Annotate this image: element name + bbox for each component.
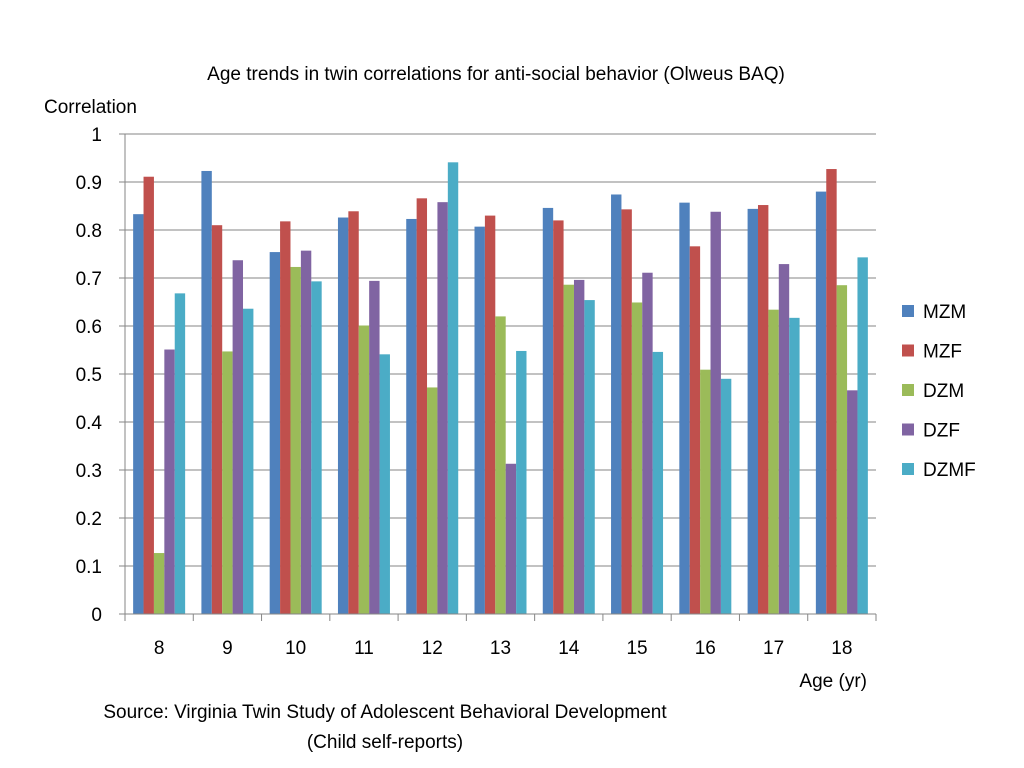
bar-mzm-11 (337, 217, 349, 614)
bar-dzm-8 (153, 553, 165, 614)
bar-dzm-15 (631, 302, 643, 614)
legend-label-mzf: MZF (923, 342, 962, 363)
bar-dzf-9 (232, 260, 244, 614)
y-tick-label: 0.4 (76, 413, 103, 434)
bar-mzm-10 (269, 252, 281, 614)
y-tick-label: 0 (91, 605, 102, 626)
y-tick-label: 0.8 (76, 221, 102, 242)
bar-mzf-15 (621, 209, 632, 615)
bar-mzf-8 (143, 176, 154, 614)
bar-dzmf-13 (516, 350, 527, 614)
x-tick-label: 12 (422, 638, 443, 659)
y-axis-label: Correlation (44, 97, 137, 118)
bar-mzm-17 (747, 208, 758, 614)
bar-dzm-18 (836, 285, 848, 614)
legend-swatch-mzm (902, 305, 914, 317)
bar-dzm-11 (358, 325, 370, 614)
y-tick-label: 1 (91, 125, 102, 146)
bar-mzf-10 (280, 221, 291, 615)
legend-label-mzm: MZM (923, 302, 966, 323)
source-line-1: Source: Virginia Twin Study of Adolescen… (103, 702, 667, 723)
bar-dzf-16 (710, 211, 721, 614)
bar-dzf-17 (778, 264, 790, 614)
bar-mzm-14 (542, 207, 554, 615)
legend-swatch-mzf (902, 344, 914, 357)
x-tick-label: 15 (626, 638, 647, 659)
bar-mzf-12 (416, 198, 428, 614)
bar-dzmf-16 (720, 378, 732, 614)
bar-mzf-14 (553, 220, 564, 614)
bar-mzm-9 (201, 170, 212, 614)
bar-dzmf-9 (243, 308, 254, 614)
y-tick-label: 0.9 (76, 173, 102, 194)
bar-dzf-15 (642, 272, 653, 614)
bar-dzmf-12 (447, 162, 459, 614)
x-tick-labels: 8 9 10 11 12 13 14 15 16 17 18 (154, 638, 853, 659)
bar-dzmf-17 (789, 317, 800, 614)
legend-swatch-dzm (902, 384, 914, 396)
bar-dzf-11 (369, 280, 380, 614)
bar-dzf-10 (300, 250, 312, 614)
bar-mzf-18 (826, 169, 837, 615)
x-tick-label: 9 (222, 638, 233, 659)
x-tick-label: 13 (490, 638, 511, 659)
legend-swatch-dzf (902, 423, 914, 436)
y-tick-label: 0.1 (76, 557, 102, 578)
bar-dzmf-10 (311, 281, 322, 614)
y-tick-label: 0.5 (76, 365, 102, 386)
x-tick-label: 16 (695, 638, 716, 659)
bar-dzf-18 (847, 390, 858, 614)
y-tick-label: 0.3 (76, 461, 102, 482)
bar-dzm-10 (290, 266, 301, 614)
y-tick-label: 0.7 (76, 269, 102, 290)
bar-mzm-18 (815, 191, 827, 614)
bar-dzm-17 (768, 309, 779, 614)
bar-dzmf-11 (379, 354, 390, 614)
legend: MZM MZF DZM DZF DZMF (902, 302, 976, 481)
bar-dzmf-18 (857, 257, 868, 614)
bar-dzm-13 (495, 316, 506, 614)
bar-mzm-8 (133, 214, 144, 614)
y-tick-label: 0.2 (76, 509, 102, 530)
chart-title: Age trends in twin correlations for anti… (207, 64, 785, 85)
source-line-2: (Child self-reports) (306, 732, 464, 753)
bar-mzm-13 (474, 226, 485, 614)
bar-mzm-12 (406, 218, 417, 614)
legend-label-dzf: DZF (923, 421, 960, 442)
y-tick-labels: 0 0.1 0.2 0.3 0.4 0.5 0.6 0.7 0.8 0.9 1 (76, 125, 103, 626)
bar-mzf-16 (689, 246, 701, 614)
bar-dzf-13 (505, 463, 517, 614)
bar-mzm-16 (679, 202, 690, 614)
bar-dzm-16 (700, 369, 711, 614)
bar-mzf-13 (484, 215, 496, 614)
bar-dzf-8 (164, 349, 175, 614)
x-tick-label: 18 (831, 638, 852, 659)
bar-dzmf-15 (652, 351, 664, 614)
y-tick-label: 0.6 (76, 317, 102, 338)
bar-dzm-12 (427, 387, 438, 614)
bar-dzm-14 (563, 284, 574, 614)
x-tick-label: 11 (354, 638, 374, 659)
legend-label-dzmf: DZMF (923, 460, 976, 481)
bar-mzf-11 (348, 211, 359, 614)
bar-mzm-15 (611, 194, 622, 615)
bar-mzf-17 (757, 205, 769, 615)
axes (124, 134, 877, 621)
x-axis-label: Age (yr) (799, 671, 867, 692)
legend-swatch-dzmf (902, 463, 914, 475)
bar-dzf-12 (437, 202, 448, 614)
bar-dzmf-14 (584, 300, 595, 614)
bar-mzf-9 (211, 225, 223, 614)
bar-dzm-9 (222, 351, 233, 614)
x-tick-label: 8 (154, 638, 165, 659)
bar-dzmf-8 (174, 293, 186, 614)
x-tick-label: 14 (558, 638, 580, 659)
bars (133, 162, 868, 615)
legend-label-dzm: DZM (923, 381, 964, 402)
x-tick-label: 17 (763, 638, 784, 659)
x-tick-label: 10 (285, 638, 306, 659)
bar-dzf-14 (573, 279, 585, 614)
